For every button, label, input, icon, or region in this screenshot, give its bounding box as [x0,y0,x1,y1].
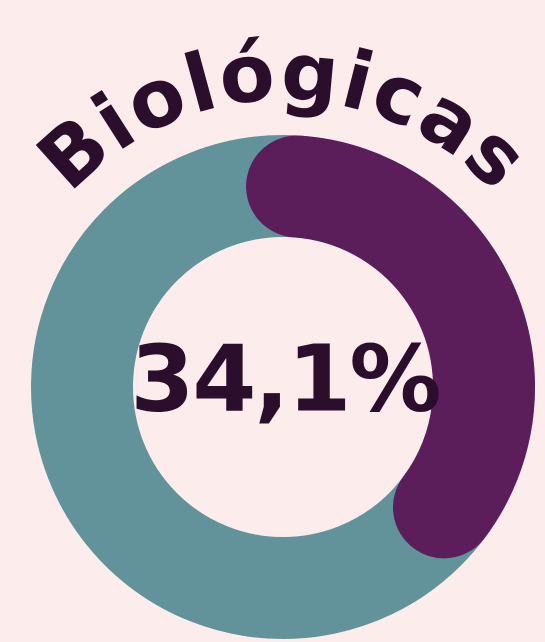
donut-segment [246,135,535,559]
value-label: 34,1% [130,325,439,432]
donut [31,135,535,639]
